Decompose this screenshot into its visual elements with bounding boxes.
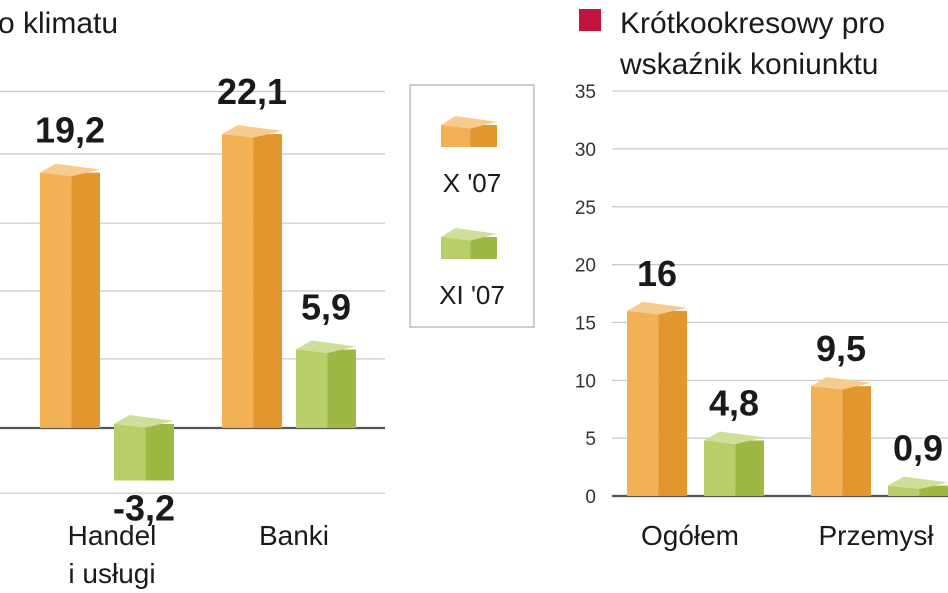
right-bar-0-1 [704,431,764,496]
left-category-label-0-1: i usługi [68,558,155,589]
right-chart-title-line2: wskaźnik koniunktu [619,48,878,81]
left-value-label-1-0: 22,1 [217,71,287,112]
right-chart-marker [579,9,601,31]
left-category-label-1-0: Banki [259,520,329,551]
left-value-label-1-1: 5,9 [301,287,351,328]
left-value-labels: 19,2 22,1 -3,2 5,9 [35,71,351,528]
legend-swatch-1-top [441,228,497,241]
left-bar-0-0-top [40,163,100,177]
right-y-axis-ticks: 35 30 25 20 15 10 5 0 [575,82,596,508]
left-bar-1-0-top [222,125,282,138]
right-value-label-0-1: 4,8 [709,382,759,423]
right-category-label-0: Ogółem [641,520,739,551]
left-bar-0-1 [114,415,174,481]
right-bar-0-0-side [658,310,687,496]
left-bar-0-1-top [114,415,174,428]
right-chart-title-line1: Krótkookresowy pro [620,7,885,40]
right-value-label-1-0: 9,5 [816,328,866,369]
right-bar-1-1-top [888,476,948,490]
left-bars [40,125,356,481]
left-category-labels: Handel i usługi Banki [68,520,329,589]
right-y-tick-5: 10 [575,371,596,392]
left-bar-0-1-side [145,424,174,481]
right-y-tick-1: 30 [575,140,596,161]
right-bar-1-1 [888,476,948,496]
right-bar-1-0-top [811,377,871,390]
right-bar-0-1-side [735,440,764,496]
right-bar-0-1-top [704,431,764,445]
right-y-tick-6: 5 [585,429,596,450]
legend-swatch-0 [441,116,497,147]
left-category-label-0-0: Handel [68,520,157,551]
left-bar-1-0-front [222,134,254,428]
right-value-label-1-1: 0,9 [893,428,943,469]
legend-swatch-0-top [441,116,497,129]
right-y-tick-3: 20 [575,256,596,277]
left-bar-1-0 [222,125,282,428]
right-value-label-0-0: 16 [637,253,677,294]
left-value-label-0-0: 19,2 [35,110,105,151]
right-category-label-1: Przemysł [818,520,934,551]
right-bar-0-1-front [704,440,736,496]
legend-swatch-0-front [441,125,471,147]
right-category-labels: Ogółem Przemysł [641,520,934,551]
legend-swatch-0-side [470,125,497,147]
right-bar-1-0-side [842,386,871,496]
right-bar-0-0-top [627,301,687,315]
left-bar-1-1-side [327,349,356,428]
legend-swatch-1 [441,228,497,259]
right-bars [627,301,948,496]
left-bar-0-1-front [114,424,146,481]
right-y-tick-4: 15 [575,313,596,334]
left-bar-1-1 [296,340,356,428]
right-y-tick-0: 35 [575,82,596,103]
legend-swatch-1-side [470,237,497,259]
right-bar-0-0-front [627,310,659,496]
left-chart-title: o klimatu [0,7,118,40]
right-bar-1-0 [811,377,871,496]
right-value-labels: 16 9,5 4,8 0,9 [637,253,943,469]
left-bar-1-1-top [296,340,356,354]
left-value-label-0-1: -3,2 [113,488,175,529]
left-bar-0-0 [40,163,100,428]
legend: X '07 XI '07 [439,116,505,310]
right-y-tick-2: 25 [575,198,596,219]
legend-label-0: X '07 [443,168,501,198]
right-bar-1-1-side [919,485,948,496]
left-bar-0-0-front [40,172,72,428]
legend-label-1: XI '07 [439,280,505,310]
left-bar-1-0-side [253,134,282,428]
legend-swatch-1-front [441,237,471,259]
left-bar-0-0-side [71,172,100,428]
right-y-tick-7: 0 [585,487,596,508]
left-bar-1-1-front [296,349,328,428]
right-bar-0-0 [627,301,687,496]
right-bar-1-0-front [811,386,843,496]
